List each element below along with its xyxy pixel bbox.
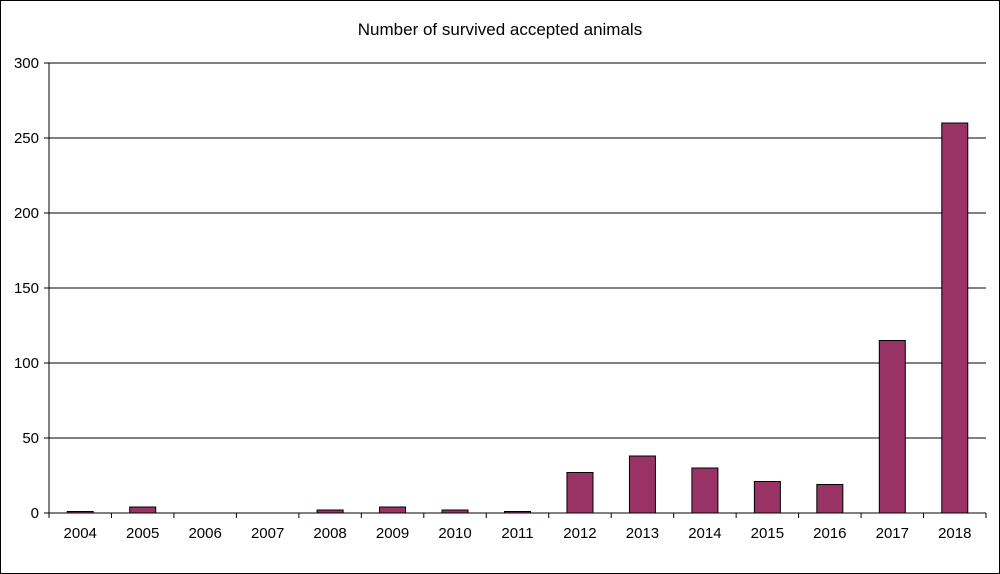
x-tick-label: 2012 [563,525,596,542]
bar [66,511,94,514]
y-tick-label: 50 [22,430,39,447]
chart-title: Number of survived accepted animals [357,20,643,39]
bar [504,511,531,514]
bar [441,509,469,514]
y-tick-label: 100 [14,355,39,372]
bar [379,506,407,514]
x-tick-label: 2018 [938,525,971,542]
x-tick-label: 2007 [251,525,284,542]
bar [753,481,781,514]
x-tick-label: 2004 [64,525,97,542]
x-tick-label: 2017 [876,525,909,542]
y-tick-label: 150 [14,280,39,297]
y-tick-label: 0 [31,505,39,522]
bar [129,506,157,514]
x-tick-label: 2008 [313,525,346,542]
bar [566,472,594,514]
bar [691,467,719,514]
x-tick-label: 2014 [688,525,721,542]
x-tick-label: 2011 [501,525,533,542]
x-tick-label: 2009 [376,525,409,542]
bar [628,455,656,514]
y-tick-label: 250 [14,130,39,147]
x-tick-label: 2006 [188,525,221,542]
x-tick-label: 2016 [813,525,846,542]
x-tick-label: 2015 [751,525,784,542]
bar [941,122,969,514]
x-tick-label: 2013 [626,525,659,542]
y-tick-label: 200 [14,205,39,222]
bar [316,509,344,514]
x-tick-label: 2005 [126,525,159,542]
bar [878,340,906,514]
x-tick-label: 2010 [438,525,471,542]
y-tick-label: 300 [14,55,39,72]
bar [816,484,844,514]
